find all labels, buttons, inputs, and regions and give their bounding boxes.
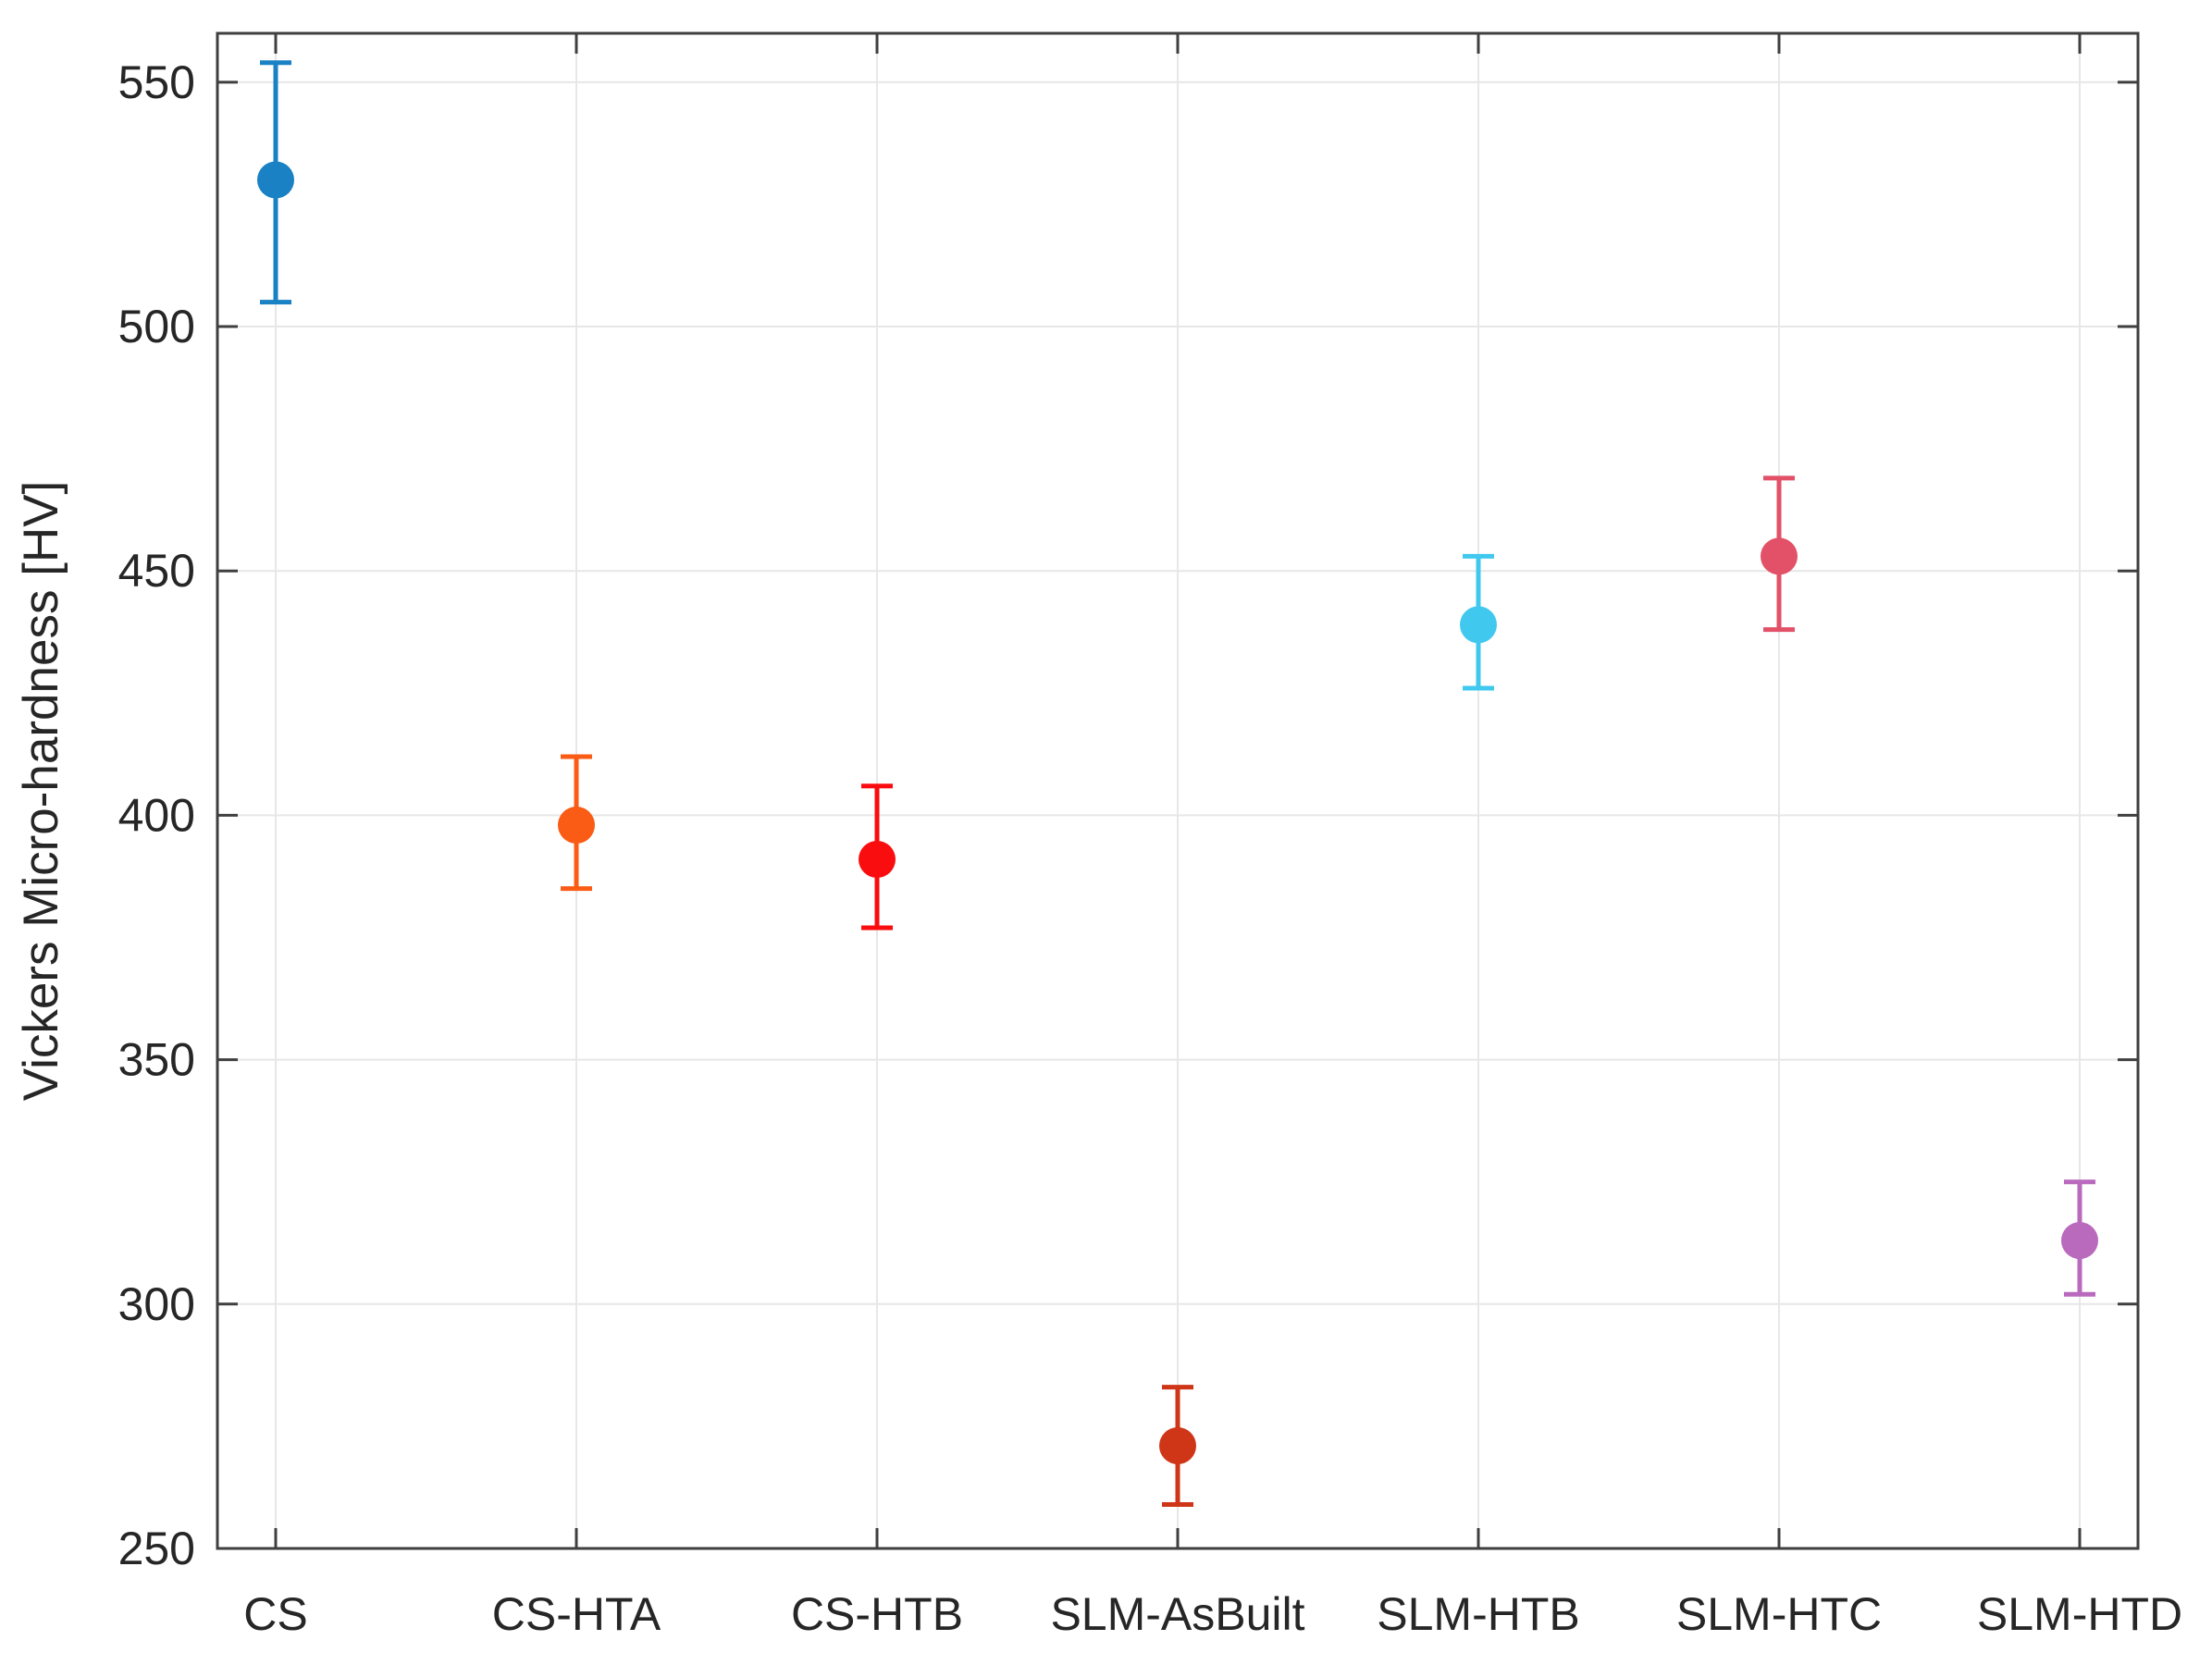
x-tick-label-SLM-HTC: SLM-HTC [1676,1588,1882,1640]
x-tick-label-CS-HTB: CS-HTB [791,1588,963,1640]
x-tick-labels: CS CS-HTA CS-HTB SLM-AsBuilt SLM-HTB SLM-HTC S… [243,1588,2182,1640]
x-tick-label-SLM-HTD: SLM-HTD [1977,1588,2182,1640]
data-point-SLM-HTD [2061,1179,2098,1297]
y-tick-label-350: 350 [118,1034,195,1086]
y-tick-label-400: 400 [118,789,195,841]
x-tick-label-SLM-HTB: SLM-HTB [1377,1588,1579,1640]
x-tick-label-CS-HTA: CS-HTA [492,1588,661,1640]
data-series [257,60,2098,1507]
y-tick-label-450: 450 [118,545,195,597]
marker-circle [1761,537,1798,575]
data-point-CS [257,60,294,305]
marker-circle [859,840,896,878]
y-tick-label-500: 500 [118,301,195,352]
marker-circle [1460,606,1497,644]
data-point-SLM-HTC [1761,475,1798,633]
data-point-CS-HTA [558,754,595,892]
plot-border [216,31,2140,1550]
x-tick-label-SLM-AsBuilt: SLM-AsBuilt [1050,1588,1304,1640]
data-point-CS-HTB [859,783,896,931]
gridlines [217,33,2138,1548]
marker-circle [1159,1427,1196,1465]
marker-circle [558,806,595,844]
y-tick-label-300: 300 [118,1278,195,1330]
data-point-SLM-HTB [1460,553,1497,691]
y-tick-label-250: 250 [118,1523,195,1574]
x-tick-label-CS: CS [243,1588,307,1640]
marker-circle [257,161,294,199]
y-tick-label-550: 550 [118,56,195,108]
y-tick-labels: 250 300 350 400 450 500 550 [118,56,195,1574]
marker-circle [2061,1222,2098,1260]
y-axis-title: Vickers Micro-hardness [HV] [14,481,68,1102]
data-point-SLM-AsBuilt [1159,1385,1196,1507]
